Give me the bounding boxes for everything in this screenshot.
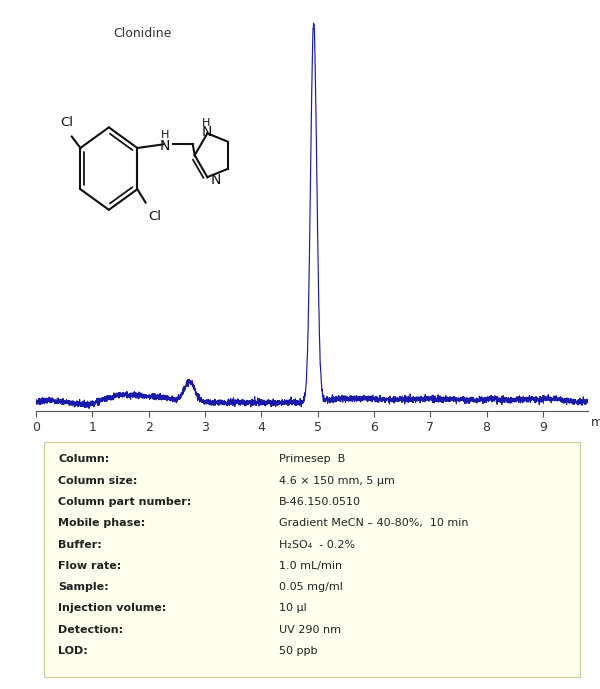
Text: Gradient MeCN – 40-80%,  10 min: Gradient MeCN – 40-80%, 10 min xyxy=(279,518,469,528)
Text: LOD:: LOD: xyxy=(58,646,88,656)
Text: Column:: Column: xyxy=(58,454,109,464)
Text: 50 ppb: 50 ppb xyxy=(279,646,317,656)
Text: B-46.150.0510: B-46.150.0510 xyxy=(279,497,361,507)
Text: Primesep  B: Primesep B xyxy=(279,454,345,464)
Text: min: min xyxy=(591,416,600,429)
Text: Sample:: Sample: xyxy=(58,582,109,592)
Text: Detection:: Detection: xyxy=(58,625,123,635)
Text: 4.6 × 150 mm, 5 μm: 4.6 × 150 mm, 5 μm xyxy=(279,475,395,486)
Text: Buffer:: Buffer: xyxy=(58,539,102,550)
Text: 1.0 mL/min: 1.0 mL/min xyxy=(279,561,342,570)
Text: Mobile phase:: Mobile phase: xyxy=(58,518,145,528)
Text: 0.05 mg/ml: 0.05 mg/ml xyxy=(279,582,343,592)
Text: Clonidine: Clonidine xyxy=(113,27,172,40)
Text: UV 290 nm: UV 290 nm xyxy=(279,625,341,635)
Text: Column part number:: Column part number: xyxy=(58,497,191,507)
FancyBboxPatch shape xyxy=(44,442,580,677)
Text: 10 μl: 10 μl xyxy=(279,604,307,613)
Text: Column size:: Column size: xyxy=(58,475,137,486)
Text: H₂SO₄  - 0.2%: H₂SO₄ - 0.2% xyxy=(279,539,355,550)
Text: Flow rate:: Flow rate: xyxy=(58,561,121,570)
Text: Injection volume:: Injection volume: xyxy=(58,604,166,613)
